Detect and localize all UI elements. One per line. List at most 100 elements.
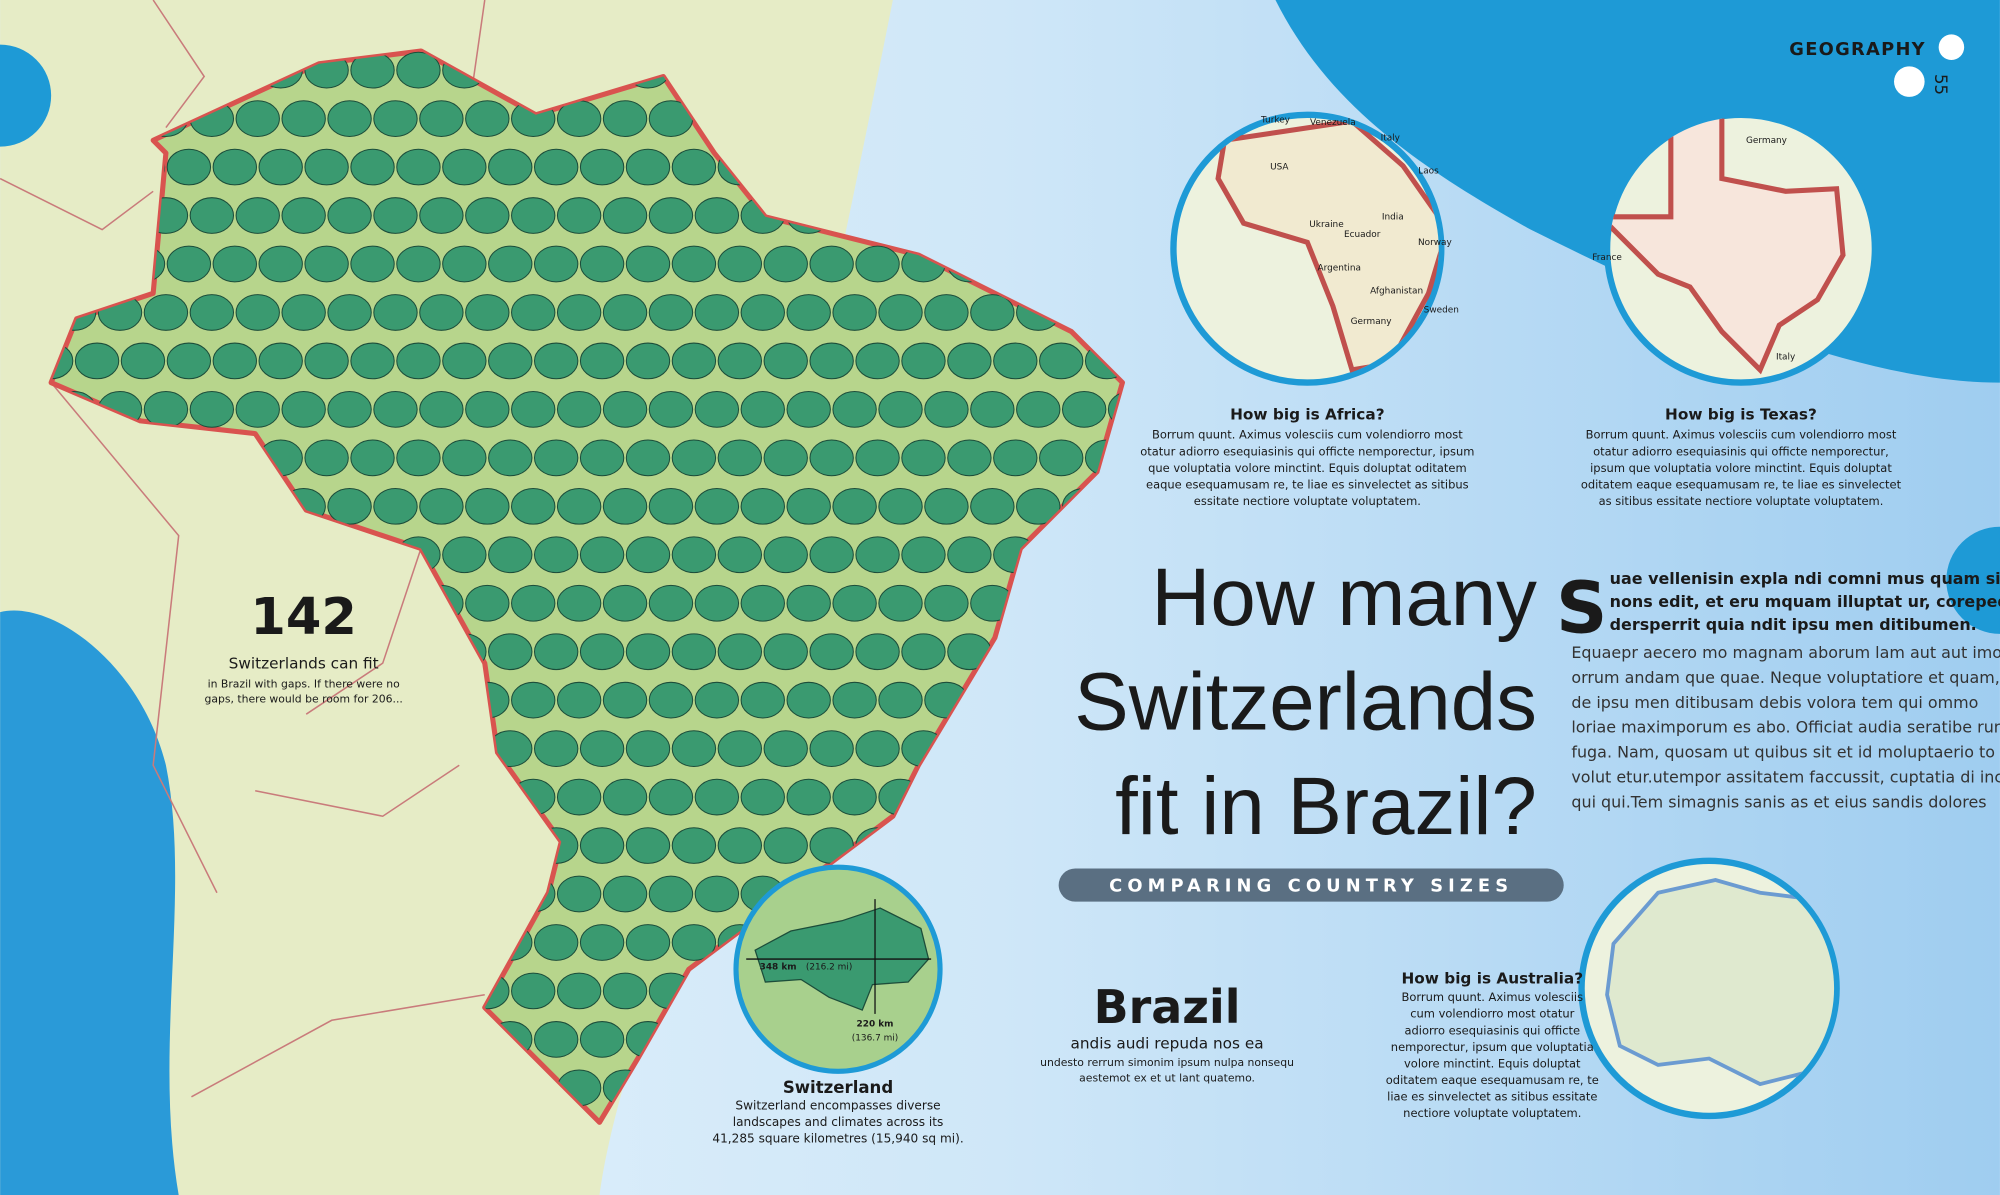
switzerland-tile — [258, 148, 303, 186]
switzerland-tile — [648, 294, 694, 331]
switzerland-tile — [694, 875, 740, 913]
switzerland-tile — [442, 342, 487, 380]
switzerland-tile — [533, 148, 579, 186]
switzerland-tile — [671, 827, 717, 864]
switzerland-tile — [579, 439, 625, 477]
switzerland-tile — [786, 487, 831, 525]
switzerland-tile — [602, 584, 648, 622]
switzerland-tile — [511, 584, 556, 622]
inset-text: otatur adiorro esequiasinis qui officte … — [1593, 444, 1889, 458]
switzerland-tile — [648, 391, 694, 428]
switzerland-tile — [832, 391, 877, 428]
map-label: Ukraine — [1309, 220, 1343, 230]
switzerland-tile — [878, 294, 923, 331]
switzerland-text: landscapes and climates across its — [733, 1115, 944, 1129]
map-label: Italy — [1776, 353, 1795, 363]
switzerland-tile — [327, 100, 372, 137]
inset-text: nectiore voluptate voluptatem. — [1403, 1106, 1581, 1120]
switzerland-tile — [786, 391, 831, 428]
switzerland-tile — [465, 584, 510, 622]
intro-body: volut etur.utempor assitatem faccussit, … — [1571, 767, 2000, 786]
switzerland-tile — [350, 245, 395, 283]
switzerland-tile — [694, 681, 740, 719]
switzerland-tile — [373, 197, 418, 234]
inset-text: essitate nectiore voluptate voluptatem. — [1194, 494, 1421, 508]
switzerland-tile — [166, 245, 212, 283]
switzerland-tile — [396, 148, 441, 186]
switzerland-tile — [465, 100, 510, 137]
switzerland-tile — [763, 633, 808, 671]
switzerland-tile — [235, 391, 280, 428]
switzerland-tile — [350, 342, 395, 380]
switzerland-tile — [258, 245, 303, 283]
switzerland-tile — [556, 391, 602, 428]
intro-body: loriae maximporum es abo. Officiat audia… — [1571, 718, 2000, 737]
map-label: Norway — [1418, 238, 1452, 248]
inset-text: oditatem eaque esequamusam re, te liae e… — [1581, 477, 1902, 491]
intro-body: de ipsu men ditibusam debis volora tem q… — [1571, 693, 1978, 712]
header-dot — [1894, 66, 1925, 97]
switzerland-tile — [602, 197, 648, 234]
map-label: Germany — [1351, 317, 1392, 327]
switzerland-tile — [488, 439, 533, 477]
switzerland-tile — [809, 439, 854, 477]
switzerland-tile — [740, 487, 785, 525]
switzerland-tile — [579, 633, 625, 671]
inset-text: nemporectur, ipsum que voluptatia — [1391, 1040, 1594, 1054]
switzerland-tile — [166, 148, 212, 186]
switzerland-tile — [442, 148, 487, 186]
map-label: Sweden — [1424, 305, 1459, 315]
switzerland-tile — [855, 342, 900, 380]
switzerland-tile — [579, 245, 625, 283]
switzerland-tile — [533, 1021, 579, 1058]
switzerland-tile — [947, 536, 992, 574]
switzerland-tile — [855, 439, 900, 477]
switzerland-tile — [143, 391, 189, 428]
switzerland-tile — [993, 342, 1038, 380]
switzerland-tile — [327, 197, 372, 234]
switzerland-tile — [671, 439, 717, 477]
ocean — [0, 610, 179, 1195]
inset-text: eaque esequamusam re, te liae es sinvele… — [1146, 477, 1469, 491]
switzerland-tile — [625, 245, 671, 283]
brazil-title: Brazil — [1094, 980, 1241, 1034]
switzerland-tile — [212, 245, 257, 283]
switzerland-tile — [373, 100, 418, 137]
switzerland-tile — [694, 487, 740, 525]
switzerland-tile — [396, 51, 441, 89]
switzerland-tile — [533, 924, 579, 961]
switzerland-tile — [717, 730, 763, 767]
switzerland-tile — [511, 972, 556, 1010]
brazil-text: undesto rerrum simonim ipsum nulpa nonse… — [1040, 1056, 1294, 1069]
switzerland-tile — [993, 439, 1038, 477]
switzerland-tile — [579, 730, 625, 767]
switzerland-tile — [281, 391, 326, 428]
borders — [0, 0, 486, 1098]
page-number: 55 — [1931, 74, 1950, 95]
stat-note: in Brazil with gaps. If there were no — [208, 677, 401, 690]
switzerland-tile — [327, 487, 372, 525]
switzerland-tile — [740, 391, 785, 428]
switzerland-tile — [396, 342, 441, 380]
switzerland-tile — [189, 294, 235, 331]
switzerland-tile — [947, 342, 992, 380]
switzerland-text: Switzerland encompasses diverse — [735, 1099, 940, 1113]
switzerland-tile — [717, 536, 763, 574]
switzerland-tile — [878, 681, 923, 719]
map-label: Argentina — [1318, 263, 1361, 273]
switzerland-tile — [694, 778, 740, 816]
switzerland-tile — [556, 197, 602, 234]
switzerland-tile — [602, 778, 648, 816]
inset-text: liae es sinvelectet as sitibus essitate — [1387, 1090, 1597, 1104]
inset-text: as sitibus essitate nectiore voluptate v… — [1599, 494, 1884, 508]
switzerland-tile — [1061, 391, 1107, 428]
switzerland-text: 41,285 square kilometres (15,940 sq mi). — [712, 1132, 963, 1146]
switzerland-tile — [556, 681, 602, 719]
inset-text: que voluptatia volore minctint. Equis do… — [1148, 461, 1467, 475]
switzerland-tile — [235, 100, 280, 137]
switzerland-tile — [648, 875, 694, 913]
switzerland-tile — [763, 536, 808, 574]
map-label: Laos — [1418, 166, 1439, 176]
switzerland-tile — [556, 875, 602, 913]
switzerland-tile — [1039, 439, 1084, 477]
